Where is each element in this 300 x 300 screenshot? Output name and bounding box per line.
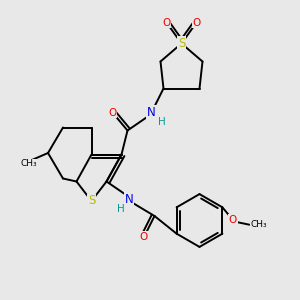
Text: O: O (229, 215, 237, 225)
Text: H: H (117, 204, 125, 214)
Text: N: N (124, 193, 134, 206)
Text: N: N (147, 106, 156, 119)
Text: S: S (88, 194, 95, 208)
Text: O: O (162, 17, 171, 28)
Text: H: H (158, 117, 166, 128)
Text: CH₃: CH₃ (20, 159, 37, 168)
Text: O: O (108, 107, 117, 118)
Text: CH₃: CH₃ (251, 220, 268, 229)
Text: O: O (140, 232, 148, 242)
Text: O: O (192, 17, 201, 28)
Text: S: S (178, 37, 185, 50)
